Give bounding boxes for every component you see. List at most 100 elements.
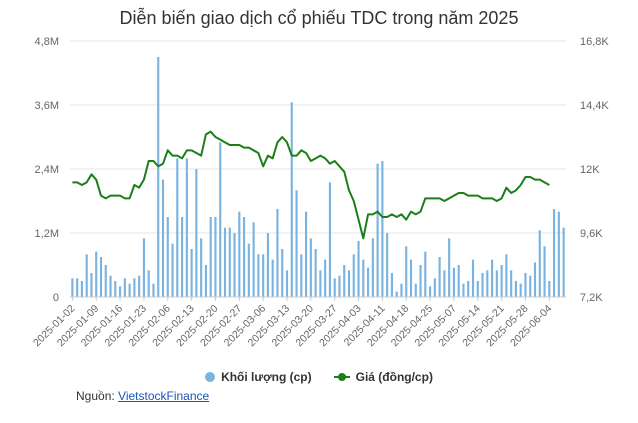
volume-bar xyxy=(500,265,503,297)
volume-bar xyxy=(85,254,88,297)
volume-bar xyxy=(142,238,145,297)
volume-bar xyxy=(219,142,222,297)
volume-bar xyxy=(376,163,379,297)
price-line-swatch-icon xyxy=(333,372,350,382)
volume-bar xyxy=(562,227,565,297)
volume-bar xyxy=(362,259,365,297)
volume-bar xyxy=(147,270,150,297)
volume-bar xyxy=(519,283,522,297)
volume-bar xyxy=(204,265,207,297)
right-axis-ticks: 7,2K 9,6K 12K 14,4K 16,8K xyxy=(580,36,609,304)
legend-label-price: Giá (đồng/cp) xyxy=(355,370,433,384)
volume-bar xyxy=(471,259,475,297)
volume-bar xyxy=(123,278,126,297)
volume-bar xyxy=(495,270,498,297)
volume-bar xyxy=(486,270,489,297)
volume-bar xyxy=(138,275,141,297)
volume-bar xyxy=(467,281,470,297)
volume-bar xyxy=(557,211,560,297)
volume-bar xyxy=(438,257,441,297)
volume-bar xyxy=(386,233,389,297)
volume-bar xyxy=(481,273,484,297)
volume-bar xyxy=(276,209,279,297)
volume-bar xyxy=(114,281,117,297)
left-axis-tick-label: 1,2M xyxy=(35,228,59,240)
volume-bar xyxy=(452,267,455,297)
right-axis-tick-label: 12K xyxy=(580,164,600,176)
volume-bar xyxy=(405,246,408,297)
volume-bar xyxy=(371,238,374,297)
volume-bar xyxy=(390,273,393,297)
volume-bar xyxy=(300,254,303,297)
right-axis-tick-label: 7,2K xyxy=(580,292,603,304)
legend-item-volume[interactable]: Khối lượng (cp) xyxy=(205,370,312,384)
volume-bar xyxy=(333,278,336,297)
volume-bar xyxy=(443,270,446,297)
volume-bar xyxy=(157,57,160,297)
volume-bar xyxy=(166,217,169,297)
left-axis-tick-label: 0 xyxy=(53,292,59,304)
volume-bar xyxy=(181,217,184,297)
volume-bar xyxy=(429,286,432,297)
volume-bar xyxy=(176,158,179,297)
source-link[interactable]: VietstockFinance xyxy=(118,389,210,403)
volume-bar xyxy=(319,270,322,297)
volume-bar xyxy=(548,281,551,297)
legend-label-volume: Khối lượng (cp) xyxy=(221,370,312,384)
volume-bar xyxy=(281,249,284,297)
legend: Khối lượng (cp) Giá (đồng/cp) xyxy=(0,370,638,384)
volume-bar xyxy=(533,262,537,297)
volume-bar xyxy=(538,230,541,297)
combo-chart: 01,2M2,4M3,6M4,8M 7,2K9,6K12K14,4K16,8K … xyxy=(31,36,609,349)
volume-bar xyxy=(200,238,203,297)
volume-bar xyxy=(247,243,250,297)
volume-bar xyxy=(529,275,532,297)
volume-bar xyxy=(414,283,417,297)
volume-bar xyxy=(352,254,355,297)
right-axis-tick-label: 16,8K xyxy=(580,36,609,48)
volume-bar xyxy=(161,179,165,297)
volume-bar xyxy=(395,291,398,297)
volume-bar xyxy=(238,211,241,297)
volume-bar xyxy=(290,102,293,297)
volume-bar xyxy=(324,259,327,297)
volume-bar xyxy=(109,275,112,297)
volume-bar xyxy=(357,241,360,297)
volume-swatch-icon xyxy=(205,372,216,382)
volume-bar xyxy=(233,233,236,297)
volume-bar xyxy=(133,278,136,297)
volume-bar xyxy=(266,233,269,297)
volume-bar xyxy=(262,254,265,297)
volume-bar xyxy=(314,249,317,297)
volume-bar xyxy=(343,265,346,297)
volume-bar xyxy=(99,257,103,297)
volume-bar xyxy=(80,281,83,297)
volume-bar xyxy=(90,273,93,297)
source-note: Nguồn: VietstockFinance xyxy=(76,389,209,403)
volume-bar xyxy=(543,246,546,297)
volume-bar xyxy=(367,267,370,297)
volume-bar xyxy=(295,190,298,297)
volume-bar xyxy=(433,278,436,297)
volume-bar xyxy=(243,217,246,297)
source-label: Nguồn: xyxy=(76,389,115,403)
volume-bar xyxy=(119,286,122,297)
x-axis-ticks: 2025-01-022025-01-092025-01-162025-01-23… xyxy=(31,296,566,349)
chart-title: Diễn biến giao dịch cổ phiếu TDC trong n… xyxy=(119,8,519,28)
volume-bar xyxy=(128,283,131,297)
volume-bar xyxy=(419,265,422,297)
volume-bar xyxy=(152,283,155,297)
volume-bar xyxy=(381,161,384,297)
volume-bar xyxy=(524,273,527,297)
volume-bar xyxy=(510,270,513,297)
volume-bar xyxy=(209,217,212,297)
volume-bar xyxy=(462,283,465,297)
left-axis-ticks: 0 1,2M 2,4M 3,6M 4,8M xyxy=(35,36,59,304)
volume-bar xyxy=(223,227,227,297)
right-axis-tick-label: 9,6K xyxy=(580,228,603,240)
left-axis-tick-label: 4,8M xyxy=(35,36,59,48)
volume-bar xyxy=(104,265,107,297)
legend-item-price[interactable]: Giá (đồng/cp) xyxy=(333,370,433,384)
volume-bar xyxy=(424,251,427,297)
